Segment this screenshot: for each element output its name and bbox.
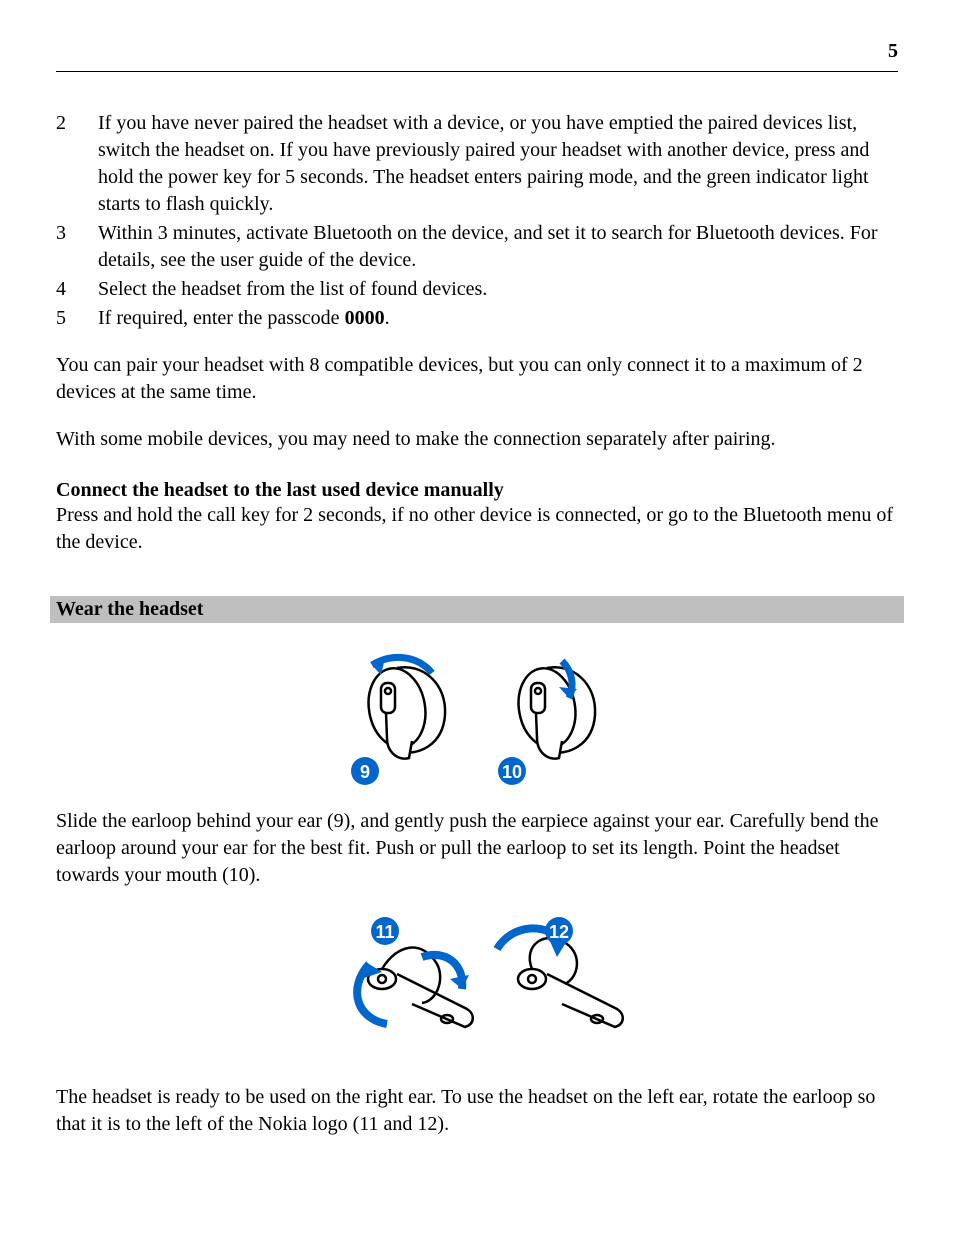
step-number: 2 — [56, 110, 98, 218]
top-rule — [56, 71, 898, 72]
step-list: 2 If you have never paired the headset w… — [56, 110, 898, 332]
step-number: 3 — [56, 220, 98, 274]
headset-ear-diagram-icon: 9 10 — [337, 643, 617, 793]
step-item: 2 If you have never paired the headset w… — [56, 110, 898, 218]
paragraph: Press and hold the call key for 2 second… — [56, 502, 898, 556]
figure-label: 9 — [360, 762, 370, 782]
passcode: 0000 — [345, 307, 385, 329]
figure-label: 12 — [549, 922, 569, 942]
step-text: Select the headset from the list of foun… — [98, 276, 898, 303]
step-number: 5 — [56, 305, 98, 332]
page-number: 5 — [56, 40, 898, 63]
step-text: Within 3 minutes, activate Bluetooth on … — [98, 220, 898, 274]
step-text-post: . — [385, 307, 390, 329]
paragraph: Slide the earloop behind your ear (9), a… — [56, 808, 898, 889]
step-text-pre: If required, enter the passcode — [98, 307, 345, 329]
step-text: If you have never paired the headset wit… — [98, 110, 898, 218]
paragraph: The headset is ready to be used on the r… — [56, 1084, 898, 1138]
step-item: 3 Within 3 minutes, activate Bluetooth o… — [56, 220, 898, 274]
sub-heading: Connect the headset to the last used dev… — [56, 479, 898, 502]
figure-rotate-earloop: 11 12 — [56, 909, 898, 1074]
paragraph: With some mobile devices, you may need t… — [56, 426, 898, 453]
paragraph: You can pair your headset with 8 compati… — [56, 352, 898, 406]
section-heading: Wear the headset — [50, 596, 904, 623]
figure-label: 10 — [502, 762, 522, 782]
step-item: 5 If required, enter the passcode 0000. — [56, 305, 898, 332]
headset-rotate-diagram-icon: 11 12 — [327, 909, 627, 1069]
step-number: 4 — [56, 276, 98, 303]
step-text: If required, enter the passcode 0000. — [98, 305, 898, 332]
step-item: 4 Select the headset from the list of fo… — [56, 276, 898, 303]
figure-label: 11 — [375, 922, 394, 942]
figure-wear-headset: 9 10 — [56, 643, 898, 798]
